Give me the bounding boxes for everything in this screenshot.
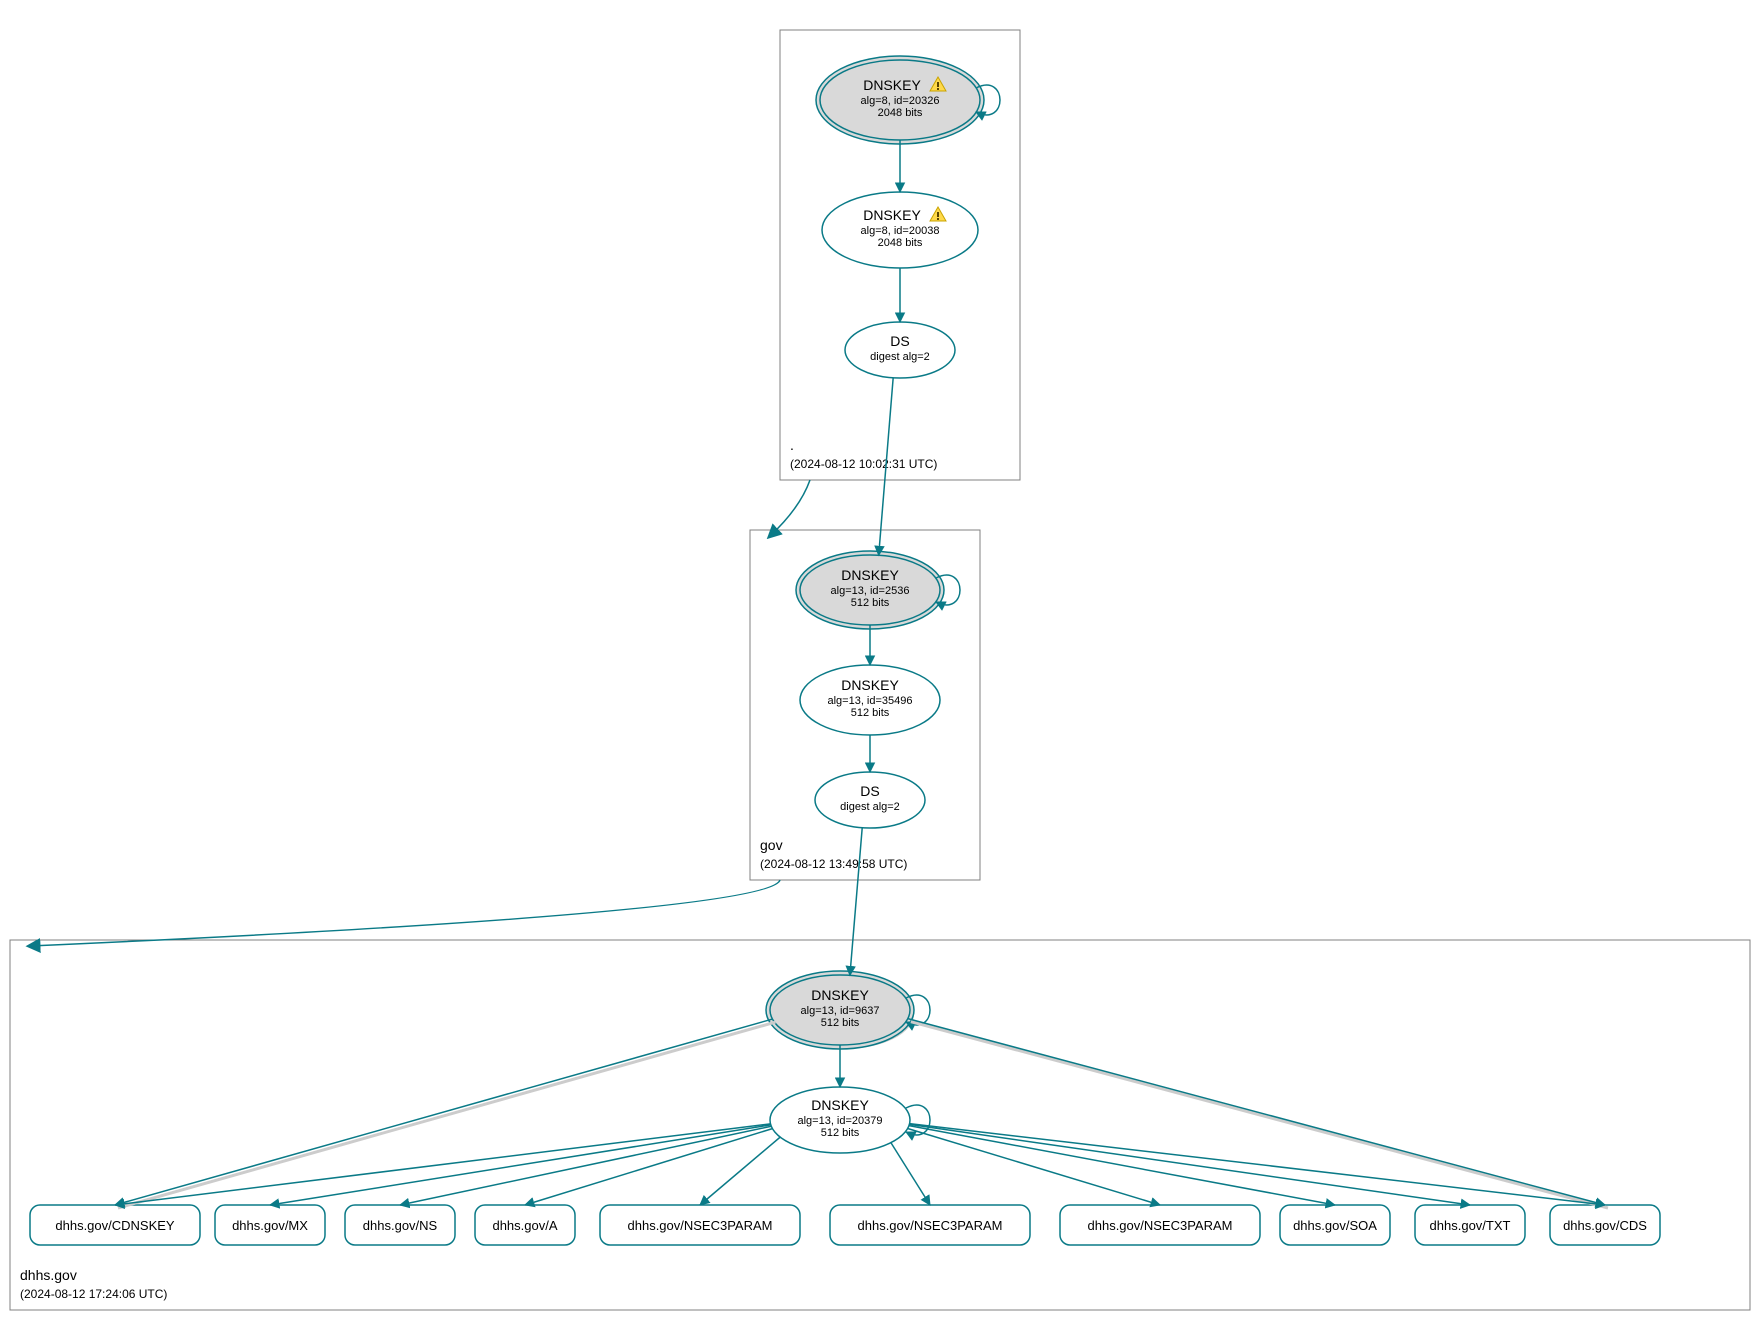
rr-rr3-label: dhhs.gov/A — [492, 1218, 557, 1233]
edge-zsk-rr8 — [909, 1124, 1470, 1205]
zone-dhhs-label: dhhs.gov — [20, 1267, 77, 1283]
edge-zsk-rr5 — [891, 1143, 930, 1205]
rr-rr6-label: dhhs.gov/NSEC3PARAM — [1088, 1218, 1233, 1233]
node-gov_zsk-sub1: alg=13, id=35496 — [827, 695, 912, 707]
edge-zsk-rr2 — [400, 1126, 771, 1205]
node-dhhs_zsk-sub1: alg=13, id=20379 — [797, 1115, 882, 1127]
node-root_ds: DS digest alg=2 — [845, 322, 955, 378]
zone-gov-timestamp: (2024-08-12 13:49:58 UTC) — [760, 857, 907, 871]
zone-edge-root-gov — [770, 480, 810, 536]
node-gov_zsk-sub2: 512 bits — [851, 707, 890, 719]
edge-ksk-rr9 — [908, 1019, 1605, 1205]
node-gov_ds-title: DS — [860, 783, 879, 799]
node-gov_ds: DS digest alg=2 — [815, 772, 925, 828]
rr-rr5-label: dhhs.gov/NSEC3PARAM — [858, 1218, 1003, 1233]
node-dhhs_ksk-sub2: 512 bits — [821, 1017, 860, 1029]
edge-zsk-rr1 — [270, 1125, 771, 1205]
node-root_ksk-sub1: alg=8, id=20326 — [861, 95, 940, 107]
node-dhhs_zsk: DNSKEY alg=13, id=20379512 bits — [770, 1087, 910, 1153]
rr-rr2-label: dhhs.gov/NS — [363, 1218, 438, 1233]
node-root_ds-sub1: digest alg=2 — [870, 351, 930, 363]
node-gov_zsk: DNSKEY alg=13, id=35496512 bits — [800, 665, 940, 735]
rr-rr9-label: dhhs.gov/CDS — [1563, 1218, 1647, 1233]
node-dhhs_ksk-title: DNSKEY — [811, 987, 869, 1003]
node-root_zsk-title: DNSKEY — [863, 207, 921, 223]
node-gov_ds-sub1: digest alg=2 — [840, 801, 900, 813]
rr-rr7-label: dhhs.gov/SOA — [1293, 1218, 1377, 1233]
rr-rr1-label: dhhs.gov/MX — [232, 1218, 308, 1233]
node-root_zsk-sub2: 2048 bits — [878, 237, 923, 249]
zone-gov-label: gov — [760, 837, 783, 853]
edge-gov_ds-dhhs_ksk — [850, 828, 862, 976]
edge-zsk-rr6 — [908, 1128, 1160, 1205]
node-root_ds-title: DS — [890, 333, 909, 349]
node-gov_ksk: DNSKEY alg=13, id=2536512 bits — [796, 551, 944, 629]
rr-rr8-label: dhhs.gov/TXT — [1430, 1218, 1511, 1233]
rr-rr4-label: dhhs.gov/NSEC3PARAM — [628, 1218, 773, 1233]
edge-shadow-ksk-rr9 — [911, 1022, 1608, 1208]
node-root_ksk-title: DNSKEY — [863, 77, 921, 93]
node-root_zsk: DNSKEY alg=8, id=200382048 bits — [822, 192, 978, 268]
zone-edge-gov-dhhs — [30, 880, 780, 946]
node-dhhs_zsk-sub2: 512 bits — [821, 1127, 860, 1139]
rr-rr0-label: dhhs.gov/CDNSKEY — [55, 1218, 175, 1233]
node-dhhs_ksk: DNSKEY alg=13, id=9637512 bits — [766, 971, 914, 1049]
edge-shadow-ksk-rr0 — [118, 1022, 775, 1208]
edge-zsk-rr9 — [910, 1124, 1605, 1205]
node-root_zsk-sub1: alg=8, id=20038 — [861, 225, 940, 237]
node-dhhs_zsk-title: DNSKEY — [811, 1097, 869, 1113]
node-root_ksk-sub2: 2048 bits — [878, 107, 923, 119]
dnssec-graph: . (2024-08-12 10:02:31 UTC) gov (2024-08-12… — [0, 0, 1761, 1323]
edge-zsk-rr3 — [525, 1129, 772, 1205]
node-gov_ksk-sub2: 512 bits — [851, 597, 890, 609]
node-gov_ksk-title: DNSKEY — [841, 567, 899, 583]
node-gov_ksk-sub1: alg=13, id=2536 — [831, 585, 910, 597]
edge-zsk-rr0 — [115, 1124, 770, 1205]
zone-root-timestamp: (2024-08-12 10:02:31 UTC) — [790, 457, 937, 471]
node-dhhs_ksk-sub1: alg=13, id=9637 — [801, 1005, 880, 1017]
zone-dhhs-timestamp: (2024-08-12 17:24:06 UTC) — [20, 1287, 167, 1301]
node-root_ksk: DNSKEY alg=8, id=203262048 bits — [816, 56, 984, 144]
node-gov_zsk-title: DNSKEY — [841, 677, 899, 693]
zone-root-label: . — [790, 437, 794, 453]
